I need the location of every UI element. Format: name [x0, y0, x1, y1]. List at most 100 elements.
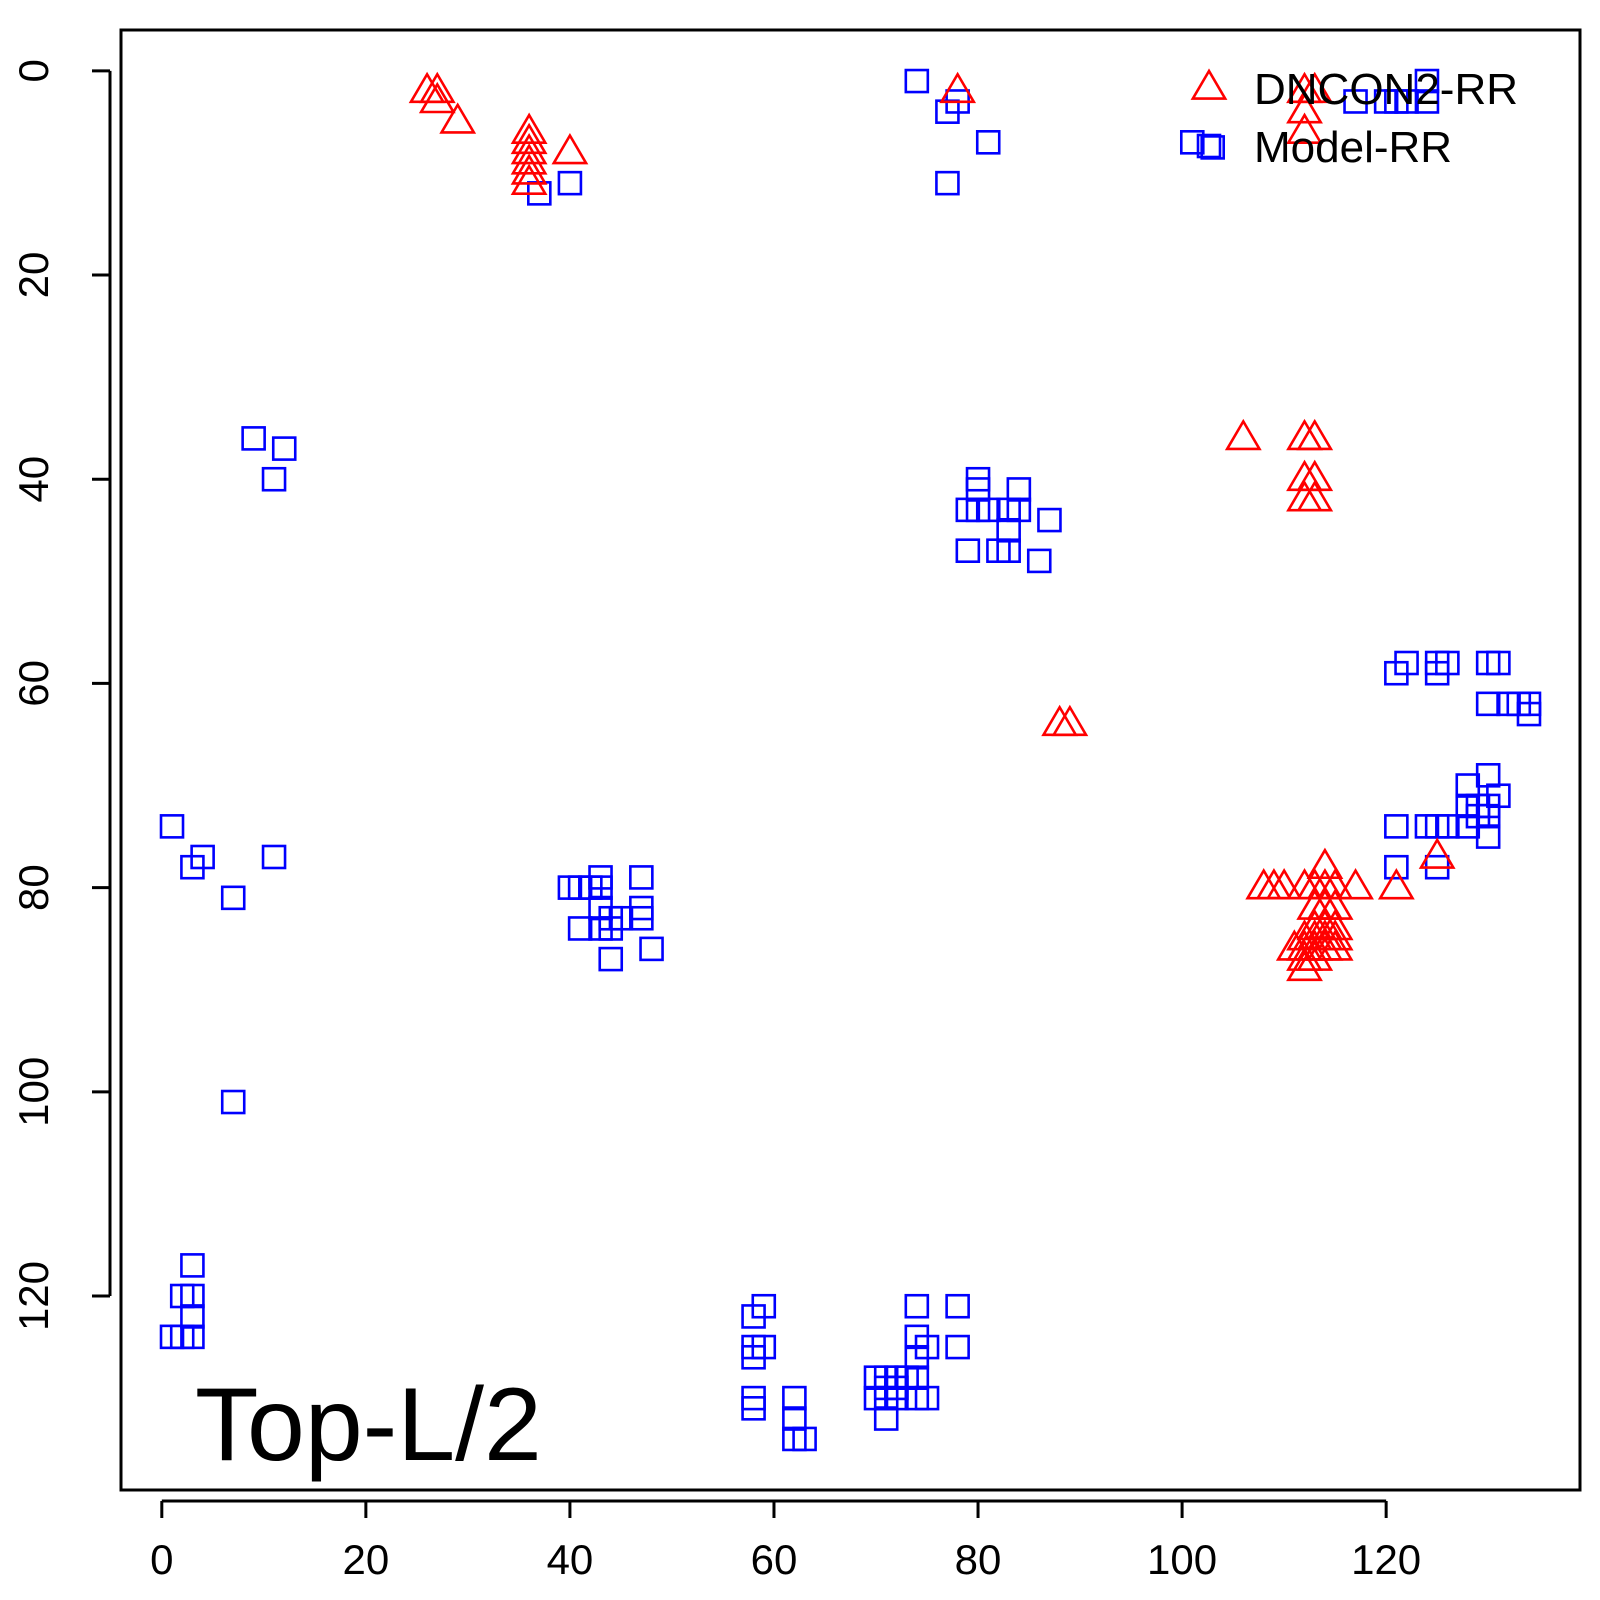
triangle-point	[1316, 868, 1354, 900]
square-point	[873, 1406, 899, 1431]
square-point	[1475, 691, 1501, 717]
square-point	[1384, 854, 1409, 880]
x-tick-label: 80	[955, 1536, 1002, 1583]
triangle-point	[510, 153, 548, 185]
x-tick-label: 40	[547, 1536, 594, 1583]
square-point	[598, 916, 624, 941]
legend-item-dncon2-rr: DNCON2-RR	[1190, 65, 1518, 114]
series-dncon2-rr	[408, 71, 1456, 982]
square-point	[1394, 89, 1419, 114]
square-point	[1394, 650, 1419, 676]
triangle-point	[1306, 847, 1344, 880]
triangle-point	[1377, 868, 1415, 900]
triangle-point	[1224, 418, 1262, 451]
square-point	[271, 436, 297, 461]
square-point	[1179, 130, 1205, 155]
square-point	[598, 946, 624, 972]
triangle-point	[439, 102, 477, 134]
square-point	[180, 1283, 205, 1309]
panel-label: Top-L/2	[195, 1367, 542, 1483]
triangle-point	[1296, 71, 1334, 104]
square-point	[639, 936, 664, 962]
square-point	[220, 1089, 246, 1115]
square-point	[557, 170, 583, 196]
triangle-point	[551, 132, 589, 165]
triangle-point	[1296, 480, 1334, 512]
square-point	[945, 1293, 970, 1319]
square-point	[1414, 89, 1440, 114]
y-tick-label: 40	[10, 456, 57, 503]
triangle-point	[1286, 112, 1323, 144]
x-tick-label: 120	[1351, 1536, 1421, 1583]
triangle-point	[939, 71, 977, 104]
y-tick-label: 60	[10, 660, 57, 707]
legend-triangle-icon	[1190, 68, 1228, 100]
square-point	[1343, 89, 1368, 114]
y-tick-label: 0	[10, 59, 57, 82]
square-point	[975, 497, 1001, 523]
y-tick-label: 80	[10, 864, 57, 911]
triangle-point	[510, 163, 548, 195]
square-point	[629, 905, 654, 931]
triangle-point	[418, 71, 456, 104]
square-point	[782, 1406, 807, 1431]
square-point	[1475, 763, 1501, 788]
legend-label: DNCON2-RR	[1254, 65, 1518, 114]
square-point	[1200, 135, 1225, 160]
legend: DNCON2-RR Model-RR	[1190, 65, 1518, 172]
square-point	[180, 1324, 205, 1350]
square-point	[241, 426, 266, 451]
triangle-point	[510, 143, 548, 175]
square-point	[751, 1293, 777, 1319]
triangle-point	[1051, 704, 1089, 737]
square-point	[945, 1334, 970, 1360]
x-tick-label: 60	[751, 1536, 798, 1583]
square-point	[1516, 701, 1542, 727]
x-axis: 0 20 40 60 80 100 120	[150, 1499, 1421, 1583]
square-point	[1486, 783, 1511, 809]
square-point	[904, 68, 930, 94]
square-point	[1486, 650, 1511, 676]
triangle-point	[1316, 929, 1354, 961]
square-point	[1475, 824, 1501, 849]
triangle-point	[510, 122, 548, 155]
y-axis: 0 20 40 60 80 100 120	[10, 59, 112, 1331]
square-point	[935, 170, 960, 196]
square-point	[629, 865, 654, 890]
square-point	[1006, 477, 1032, 502]
square-point	[261, 844, 287, 870]
triangle-point	[1286, 949, 1323, 982]
triangle-point	[1316, 888, 1354, 920]
y-tick-label: 100	[10, 1057, 57, 1127]
legend-label: Model-RR	[1254, 123, 1452, 172]
triangle-point	[510, 132, 548, 165]
square-point	[782, 1385, 807, 1411]
legend-item-model-rr: Model-RR	[1196, 123, 1452, 172]
y-tick-label: 120	[10, 1261, 57, 1331]
square-point	[180, 1304, 205, 1329]
square-point	[1435, 814, 1460, 839]
square-point	[914, 1385, 940, 1411]
square-point	[1455, 773, 1481, 798]
square-point	[955, 497, 981, 523]
square-point	[1037, 507, 1062, 533]
square-point	[1424, 660, 1450, 686]
legend-square-icon	[1196, 133, 1222, 159]
square-point	[220, 885, 246, 911]
square-point	[1026, 548, 1052, 574]
square-point	[955, 538, 981, 563]
square-point	[741, 1396, 766, 1421]
x-tick-label: 0	[150, 1536, 173, 1583]
triangle-point	[1296, 459, 1334, 492]
square-point	[975, 130, 1001, 155]
x-tick-label: 100	[1147, 1536, 1217, 1583]
square-point	[180, 1253, 205, 1278]
triangle-point	[1296, 418, 1334, 451]
square-point	[261, 466, 287, 492]
triangle-point	[1286, 92, 1323, 124]
square-point	[588, 865, 613, 890]
square-point	[996, 517, 1021, 543]
square-point	[1384, 814, 1409, 839]
triangle-point	[1265, 868, 1303, 900]
triangle-point	[1418, 837, 1456, 869]
